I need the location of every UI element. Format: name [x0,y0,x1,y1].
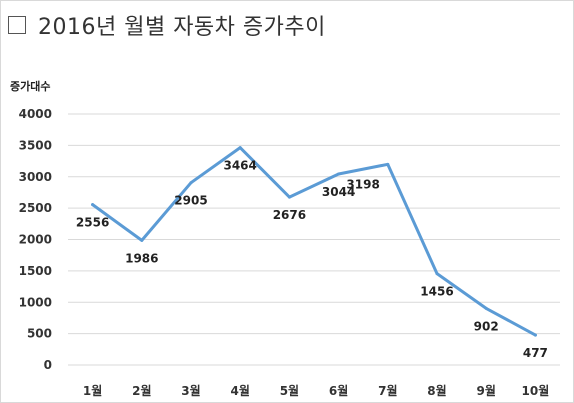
data-label: 477 [523,346,548,360]
data-label: 3198 [346,177,379,191]
data-label: 3044 [322,185,355,199]
data-point [238,146,242,150]
data-point [337,172,341,176]
x-tick-label: 8월 [427,383,446,398]
data-point [484,306,488,310]
y-tick-label: 1500 [19,264,52,278]
data-label: 2556 [76,216,109,230]
chart-title: 2016년 월별 자동차 증가추이 [38,15,326,40]
y-tick-label: 3000 [19,170,52,184]
x-tick-label: 5월 [280,383,299,398]
x-tick-label: 3월 [181,383,200,398]
y-axis-label: 증가대수 [10,80,51,93]
data-label: 1986 [125,251,158,265]
data-point [533,333,537,337]
title-row: 2016년 월별 자동차 증가추이 [8,10,326,40]
data-point [435,272,439,276]
y-tick-label: 2500 [19,201,52,215]
x-tick-label: 10월 [522,383,550,398]
data-label: 902 [474,319,499,333]
y-tick-label: 500 [27,327,52,341]
y-tick-label: 4000 [19,107,52,121]
y-tick-label: 2000 [19,233,52,247]
data-label: 2676 [273,208,306,222]
x-tick-label: 2월 [132,383,151,398]
data-point [91,203,95,207]
data-point [140,238,144,242]
x-tick-label: 9월 [477,383,496,398]
data-label: 3464 [223,159,256,173]
data-label: 1456 [420,285,453,299]
x-tick-label: 6월 [329,383,348,398]
data-point [386,162,390,166]
x-tick-label: 4월 [231,383,250,398]
x-tick-label: 1월 [83,383,102,398]
y-tick-label: 3500 [19,138,52,152]
checkbox-icon[interactable] [8,16,26,34]
y-tick-label: 1000 [19,295,52,309]
data-point [189,181,193,185]
y-tick-label: 0 [44,358,52,372]
x-tick-label: 7월 [378,383,397,398]
series-line [91,146,537,337]
data-point [287,195,291,199]
data-label: 2905 [174,194,207,208]
